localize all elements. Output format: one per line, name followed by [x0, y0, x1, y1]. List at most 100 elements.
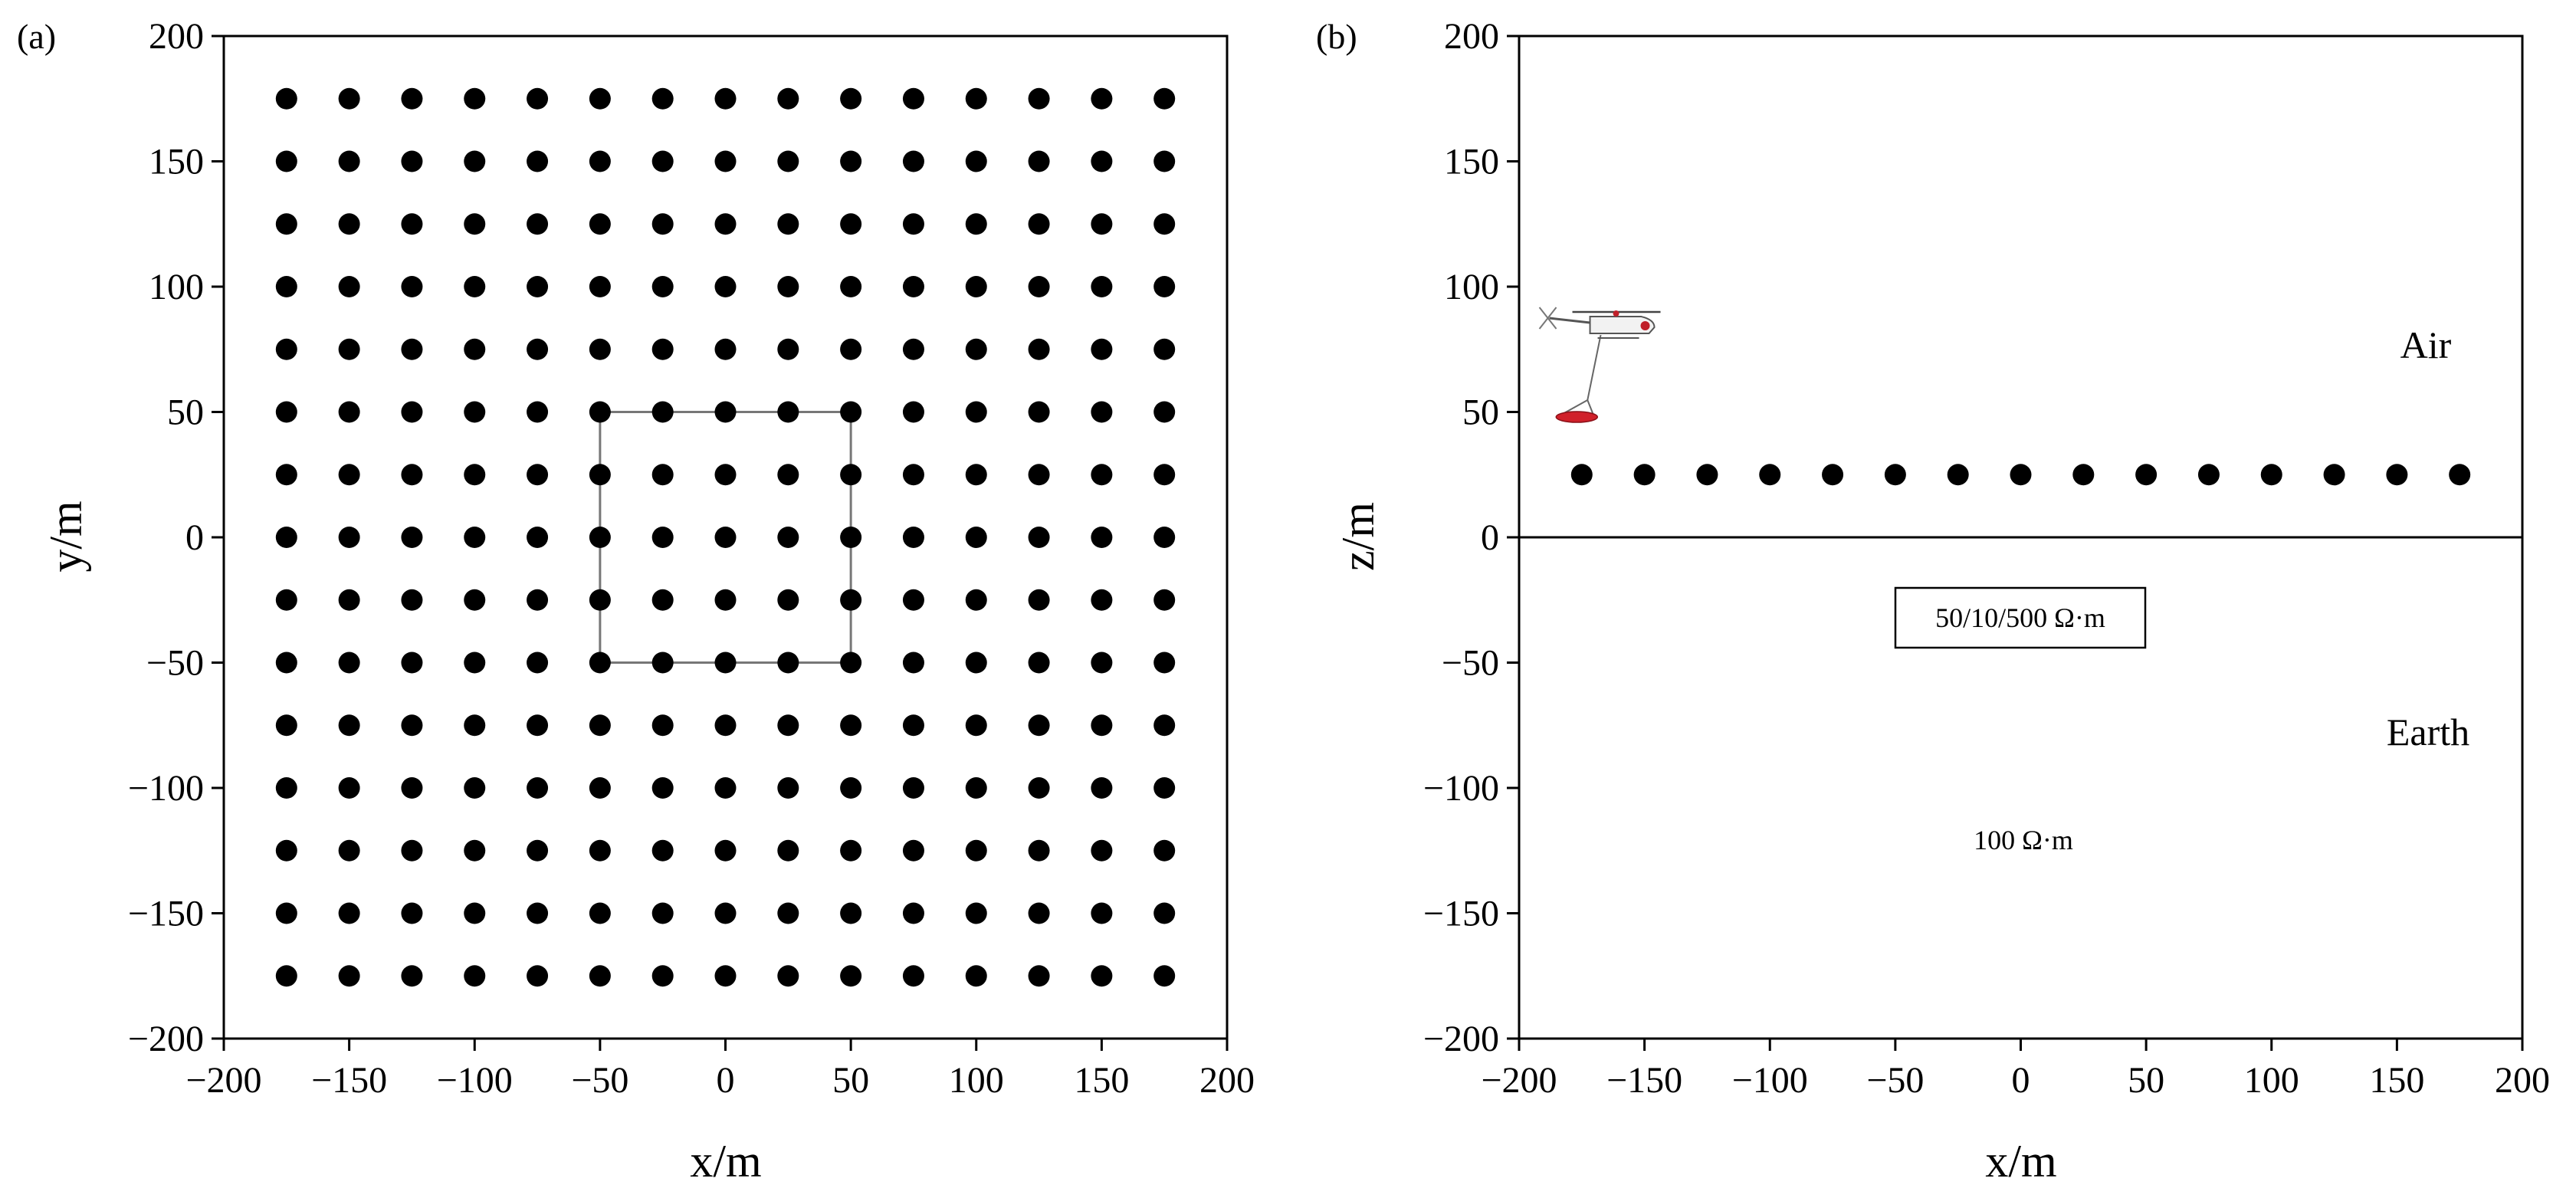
receiver-point: [401, 902, 423, 924]
receiver-point: [840, 87, 862, 110]
receiver-point: [338, 150, 360, 172]
receiver-point: [338, 527, 360, 548]
receiver-point: [589, 839, 611, 862]
receiver-point: [527, 902, 549, 924]
x-tick-label: 100: [949, 1060, 1004, 1101]
receiver-point: [651, 338, 674, 360]
receiver-point: [589, 276, 611, 297]
receiver-point: [275, 401, 297, 423]
receiver-point: [902, 589, 924, 611]
receiver-point: [1028, 401, 1050, 423]
receiver-point: [1091, 401, 1113, 423]
receiver-point: [714, 527, 737, 548]
transmitter-loop: [1555, 411, 1599, 423]
receiver-point: [275, 527, 297, 548]
receiver-point: [527, 965, 549, 987]
helicopter-icon: [1538, 307, 1661, 423]
receiver-point: [840, 464, 862, 486]
receiver-point: [651, 150, 674, 172]
receiver-point: [965, 527, 987, 548]
receiver-point: [589, 777, 611, 799]
x-tick-label: −200: [1481, 1060, 1557, 1101]
receiver-point: [1153, 464, 1176, 486]
x-tick-label: 0: [717, 1060, 735, 1101]
x-tick-label: 50: [832, 1060, 869, 1101]
receiver-point: [965, 965, 987, 987]
receiver-point: [1153, 839, 1176, 862]
receiver-point: [464, 527, 486, 548]
receiver-point: [777, 652, 799, 674]
receiver-point: [464, 589, 486, 611]
receiver-point: [401, 777, 423, 799]
receiver-point: [401, 589, 423, 611]
receiver-point: [1153, 150, 1176, 172]
receiver-point: [1153, 965, 1176, 987]
receiver-point: [1028, 276, 1050, 297]
receiver-point: [965, 902, 987, 924]
receiver-point: [589, 338, 611, 360]
x-tick-label: −200: [185, 1060, 261, 1101]
y-tick-label: 150: [1444, 142, 1499, 182]
receiver-point: [338, 464, 360, 486]
receiver-point: [714, 276, 737, 297]
x-ticks-b: −200 −150 −100 −50 0 50 100 150 200: [1481, 1039, 2550, 1101]
receiver-point: [1759, 464, 1781, 486]
receiver-point: [1947, 464, 1969, 486]
receiver-point: [464, 714, 486, 737]
receiver-point: [840, 401, 862, 423]
receiver-point: [1028, 902, 1050, 924]
receiver-point: [902, 401, 924, 423]
anomaly-label-box: [1894, 586, 2147, 649]
receiver-point: [840, 589, 862, 611]
receiver-point: [275, 213, 297, 235]
receiver-point: [589, 652, 611, 674]
receiver-point: [1091, 276, 1113, 297]
receiver-point: [527, 652, 549, 674]
receiver-point: [1091, 652, 1113, 674]
receiver-point: [651, 777, 674, 799]
receiver-point: [338, 839, 360, 862]
receiver-point: [275, 464, 297, 486]
receiver-point: [275, 714, 297, 737]
receiver-point: [714, 464, 737, 486]
receiver-point: [965, 150, 987, 172]
receiver-point: [965, 276, 987, 297]
receiver-point: [651, 589, 674, 611]
receiver-point: [1633, 464, 1656, 486]
receiver-point: [589, 401, 611, 423]
receiver-point: [1153, 652, 1176, 674]
receiver-point: [965, 777, 987, 799]
receiver-point: [464, 401, 486, 423]
receiver-point: [1028, 965, 1050, 987]
receiver-point: [714, 714, 737, 737]
receiver-point: [714, 213, 737, 235]
receiver-point: [464, 276, 486, 297]
receiver-point: [338, 401, 360, 423]
receiver-point: [840, 777, 862, 799]
receiver-point: [464, 652, 486, 674]
x-ticks-a: −200 −150 −100 −50 0 50 100 150 200: [185, 1039, 1255, 1101]
receiver-point: [401, 87, 423, 110]
receiver-point: [1091, 464, 1113, 486]
receiver-point: [527, 276, 549, 297]
receiver-point: [527, 777, 549, 799]
receiver-point: [1028, 652, 1050, 674]
receiver-point: [651, 965, 674, 987]
helicopter-nose: [1640, 321, 1650, 331]
receiver-point: [902, 902, 924, 924]
receiver-point: [651, 213, 674, 235]
receiver-point: [651, 527, 674, 548]
receiver-point: [902, 213, 924, 235]
x-tick-label: 150: [2369, 1060, 2424, 1101]
receiver-point: [651, 714, 674, 737]
receiver-point: [338, 714, 360, 737]
receiver-point: [714, 401, 737, 423]
receiver-point: [527, 338, 549, 360]
receiver-point: [275, 902, 297, 924]
receiver-point: [1153, 527, 1176, 548]
receiver-points-a: [275, 87, 1176, 987]
receiver-point: [401, 652, 423, 674]
receiver-point: [1884, 464, 1906, 486]
receiver-point: [527, 150, 549, 172]
receiver-point: [1570, 464, 1593, 486]
